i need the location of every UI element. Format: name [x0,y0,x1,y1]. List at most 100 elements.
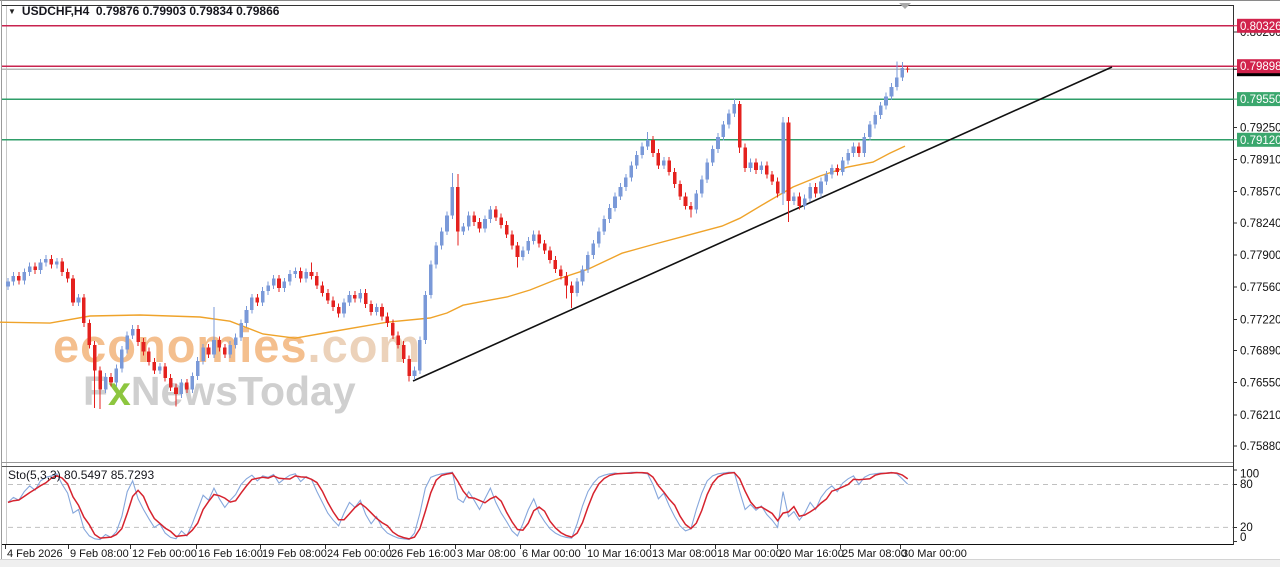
candle-body [564,275,569,286]
candle-body [98,370,102,390]
candle-body [618,187,623,197]
candle-body [195,360,200,377]
candle-body [775,181,780,194]
candle-body [732,103,737,114]
candle-body [819,181,823,194]
svg-text:12 Feb 00:00: 12 Feb 00:00 [132,548,197,560]
candle-body [851,146,856,153]
svg-text:20 Mar 16:00: 20 Mar 16:00 [779,548,844,560]
candle-body [586,255,590,270]
candle-body [553,259,558,270]
candle-body [878,105,883,116]
candle-body [71,278,75,303]
candle-body [38,262,43,271]
candle-body [727,113,731,125]
candle-body [103,377,108,390]
price-axis: 0.802600.792500.789100.785700.782400.779… [1233,27,1280,453]
price-badge-0.7912 [1237,132,1280,147]
candle-body [212,340,216,355]
svg-text:0.76890: 0.76890 [1240,346,1280,358]
svg-text:24 Feb 00:00: 24 Feb 00:00 [327,548,392,560]
time-axis: 4 Feb 2026 9 Feb 08:00 12 Feb 00:00 16 Feb … [5,545,967,560]
candle-body [721,124,726,137]
candle-body [223,347,227,355]
candle-body [624,177,628,188]
candle-body [304,272,308,279]
svg-text:9 Feb 08:00: 9 Feb 08:00 [70,548,129,560]
candle-body [428,264,433,295]
svg-text:0.78570: 0.78570 [1240,187,1280,199]
svg-text:0.79250: 0.79250 [1240,122,1280,134]
svg-text:0.77900: 0.77900 [1240,250,1280,262]
candle-body [857,146,861,153]
candle-body [830,168,834,175]
candle-body [228,344,233,355]
candle-body [185,382,189,390]
candle-body [813,187,818,194]
candle-body [472,215,476,222]
svg-text:0.76210: 0.76210 [1240,410,1280,422]
candle-body [109,377,113,383]
candle-body [92,344,97,371]
svg-text:0.79550: 0.79550 [1240,94,1280,106]
symbol-ohlc-text: USDCHF,H4 0.79876 0.79903 0.79834 0.7986… [21,4,280,18]
candle-body [521,250,525,257]
ma-line [0,145,906,339]
candle-body [27,266,32,273]
svg-text:0.77560: 0.77560 [1240,282,1280,294]
watermark-domain-text: .com [307,319,422,372]
candle-body [754,162,758,170]
candle-body [260,290,265,303]
candle-body [60,261,64,273]
candle-body [369,304,373,312]
candle-body [889,86,894,97]
candle-body [125,335,130,350]
svg-text:0.78240: 0.78240 [1240,218,1280,230]
trendline[interactable] [412,66,1113,382]
candle-body [456,187,460,232]
candle-body [120,349,124,369]
candle-body [900,67,905,78]
candle-body [412,370,417,377]
symbol-title: ▼ USDCHF,H4 0.79876 0.79903 0.79834 0.798… [8,4,279,18]
candle-body [797,196,802,206]
candle-body [401,344,406,360]
candle-body [163,366,167,378]
bottom-scroll-strip[interactable] [0,559,1280,567]
svg-text:19 Feb 08:00: 19 Feb 08:00 [262,548,327,560]
candle-body [233,337,238,345]
candle-body [255,297,260,303]
candle-body [168,377,173,388]
candle-body [141,342,146,352]
svg-text:0.77220: 0.77220 [1240,314,1280,326]
svg-text:30 Mar 00:00: 30 Mar 00:00 [902,548,967,560]
candle-body [705,162,709,180]
candle-body [418,340,422,371]
candle-body [699,179,704,194]
candle-body [82,297,86,324]
candle-body [147,351,151,362]
candle-body [483,219,487,229]
candle-body [450,187,455,216]
watermark: economies.com FxNewsToday [53,322,421,412]
candle-body [130,328,135,336]
candle-body [157,366,162,371]
candle-body [873,115,877,125]
chevron-down-icon[interactable]: ▼ [8,7,16,16]
price-badge-0.7955 [1237,92,1280,107]
candle-body [320,285,325,293]
candle-body [342,302,346,314]
candle-body [602,219,606,232]
watermark-line2: FxNewsToday [83,371,421,412]
candle-body [765,165,769,175]
candle-body [689,205,693,210]
price-badge-0.79898 [1237,59,1280,74]
svg-text:20: 20 [1240,522,1253,534]
candle-body [325,292,330,301]
candle-body [271,278,276,286]
candle-body [217,340,222,348]
autoscroll-triangle-icon[interactable] [899,3,911,9]
